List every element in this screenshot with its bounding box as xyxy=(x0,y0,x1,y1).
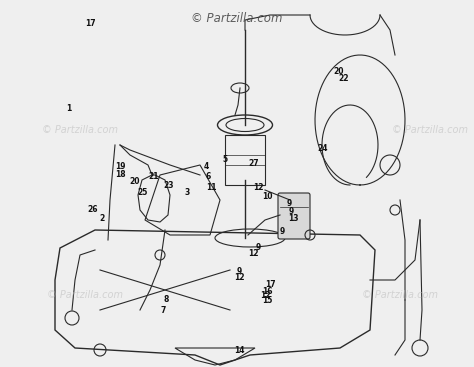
Text: © Partzilla.com: © Partzilla.com xyxy=(362,290,438,300)
Text: 13: 13 xyxy=(289,214,299,223)
Text: 6: 6 xyxy=(206,172,211,181)
Text: 12: 12 xyxy=(248,249,259,258)
Text: 11: 11 xyxy=(206,183,216,192)
Text: 12: 12 xyxy=(260,291,271,300)
Text: © Partzilla.com: © Partzilla.com xyxy=(392,125,468,135)
Text: 7: 7 xyxy=(161,306,166,315)
Text: 8: 8 xyxy=(163,295,169,304)
Text: © Partzilla.com: © Partzilla.com xyxy=(47,290,123,300)
Text: 12: 12 xyxy=(234,273,245,281)
Text: 19: 19 xyxy=(116,163,126,171)
Text: 16: 16 xyxy=(263,287,273,296)
Text: 3: 3 xyxy=(184,188,190,197)
Text: 26: 26 xyxy=(87,205,98,214)
Text: 1: 1 xyxy=(66,104,72,113)
Text: © Partzilla.com: © Partzilla.com xyxy=(42,125,118,135)
Text: 24: 24 xyxy=(317,144,328,153)
Text: 14: 14 xyxy=(234,346,245,355)
Text: 21: 21 xyxy=(149,172,159,181)
Text: 23: 23 xyxy=(163,181,173,190)
Text: 9: 9 xyxy=(237,267,242,276)
Text: 2: 2 xyxy=(99,214,105,223)
Text: 12: 12 xyxy=(253,183,264,192)
Text: 18: 18 xyxy=(116,170,126,179)
Text: 5: 5 xyxy=(223,155,228,164)
Text: 22: 22 xyxy=(338,75,349,83)
Text: 9: 9 xyxy=(286,199,292,208)
Text: 9: 9 xyxy=(255,243,261,252)
Text: 9: 9 xyxy=(279,227,285,236)
Text: 10: 10 xyxy=(263,192,273,201)
Text: 4: 4 xyxy=(203,163,209,171)
Text: 9: 9 xyxy=(289,207,294,215)
Text: 17: 17 xyxy=(265,280,275,289)
Text: © Partzilla.com: © Partzilla.com xyxy=(191,11,283,25)
Text: 25: 25 xyxy=(137,188,147,197)
Text: 20: 20 xyxy=(130,177,140,186)
Text: 15: 15 xyxy=(263,297,273,305)
Text: 20: 20 xyxy=(334,67,344,76)
FancyBboxPatch shape xyxy=(278,193,310,239)
Text: 17: 17 xyxy=(85,19,95,28)
Text: 27: 27 xyxy=(248,159,259,168)
